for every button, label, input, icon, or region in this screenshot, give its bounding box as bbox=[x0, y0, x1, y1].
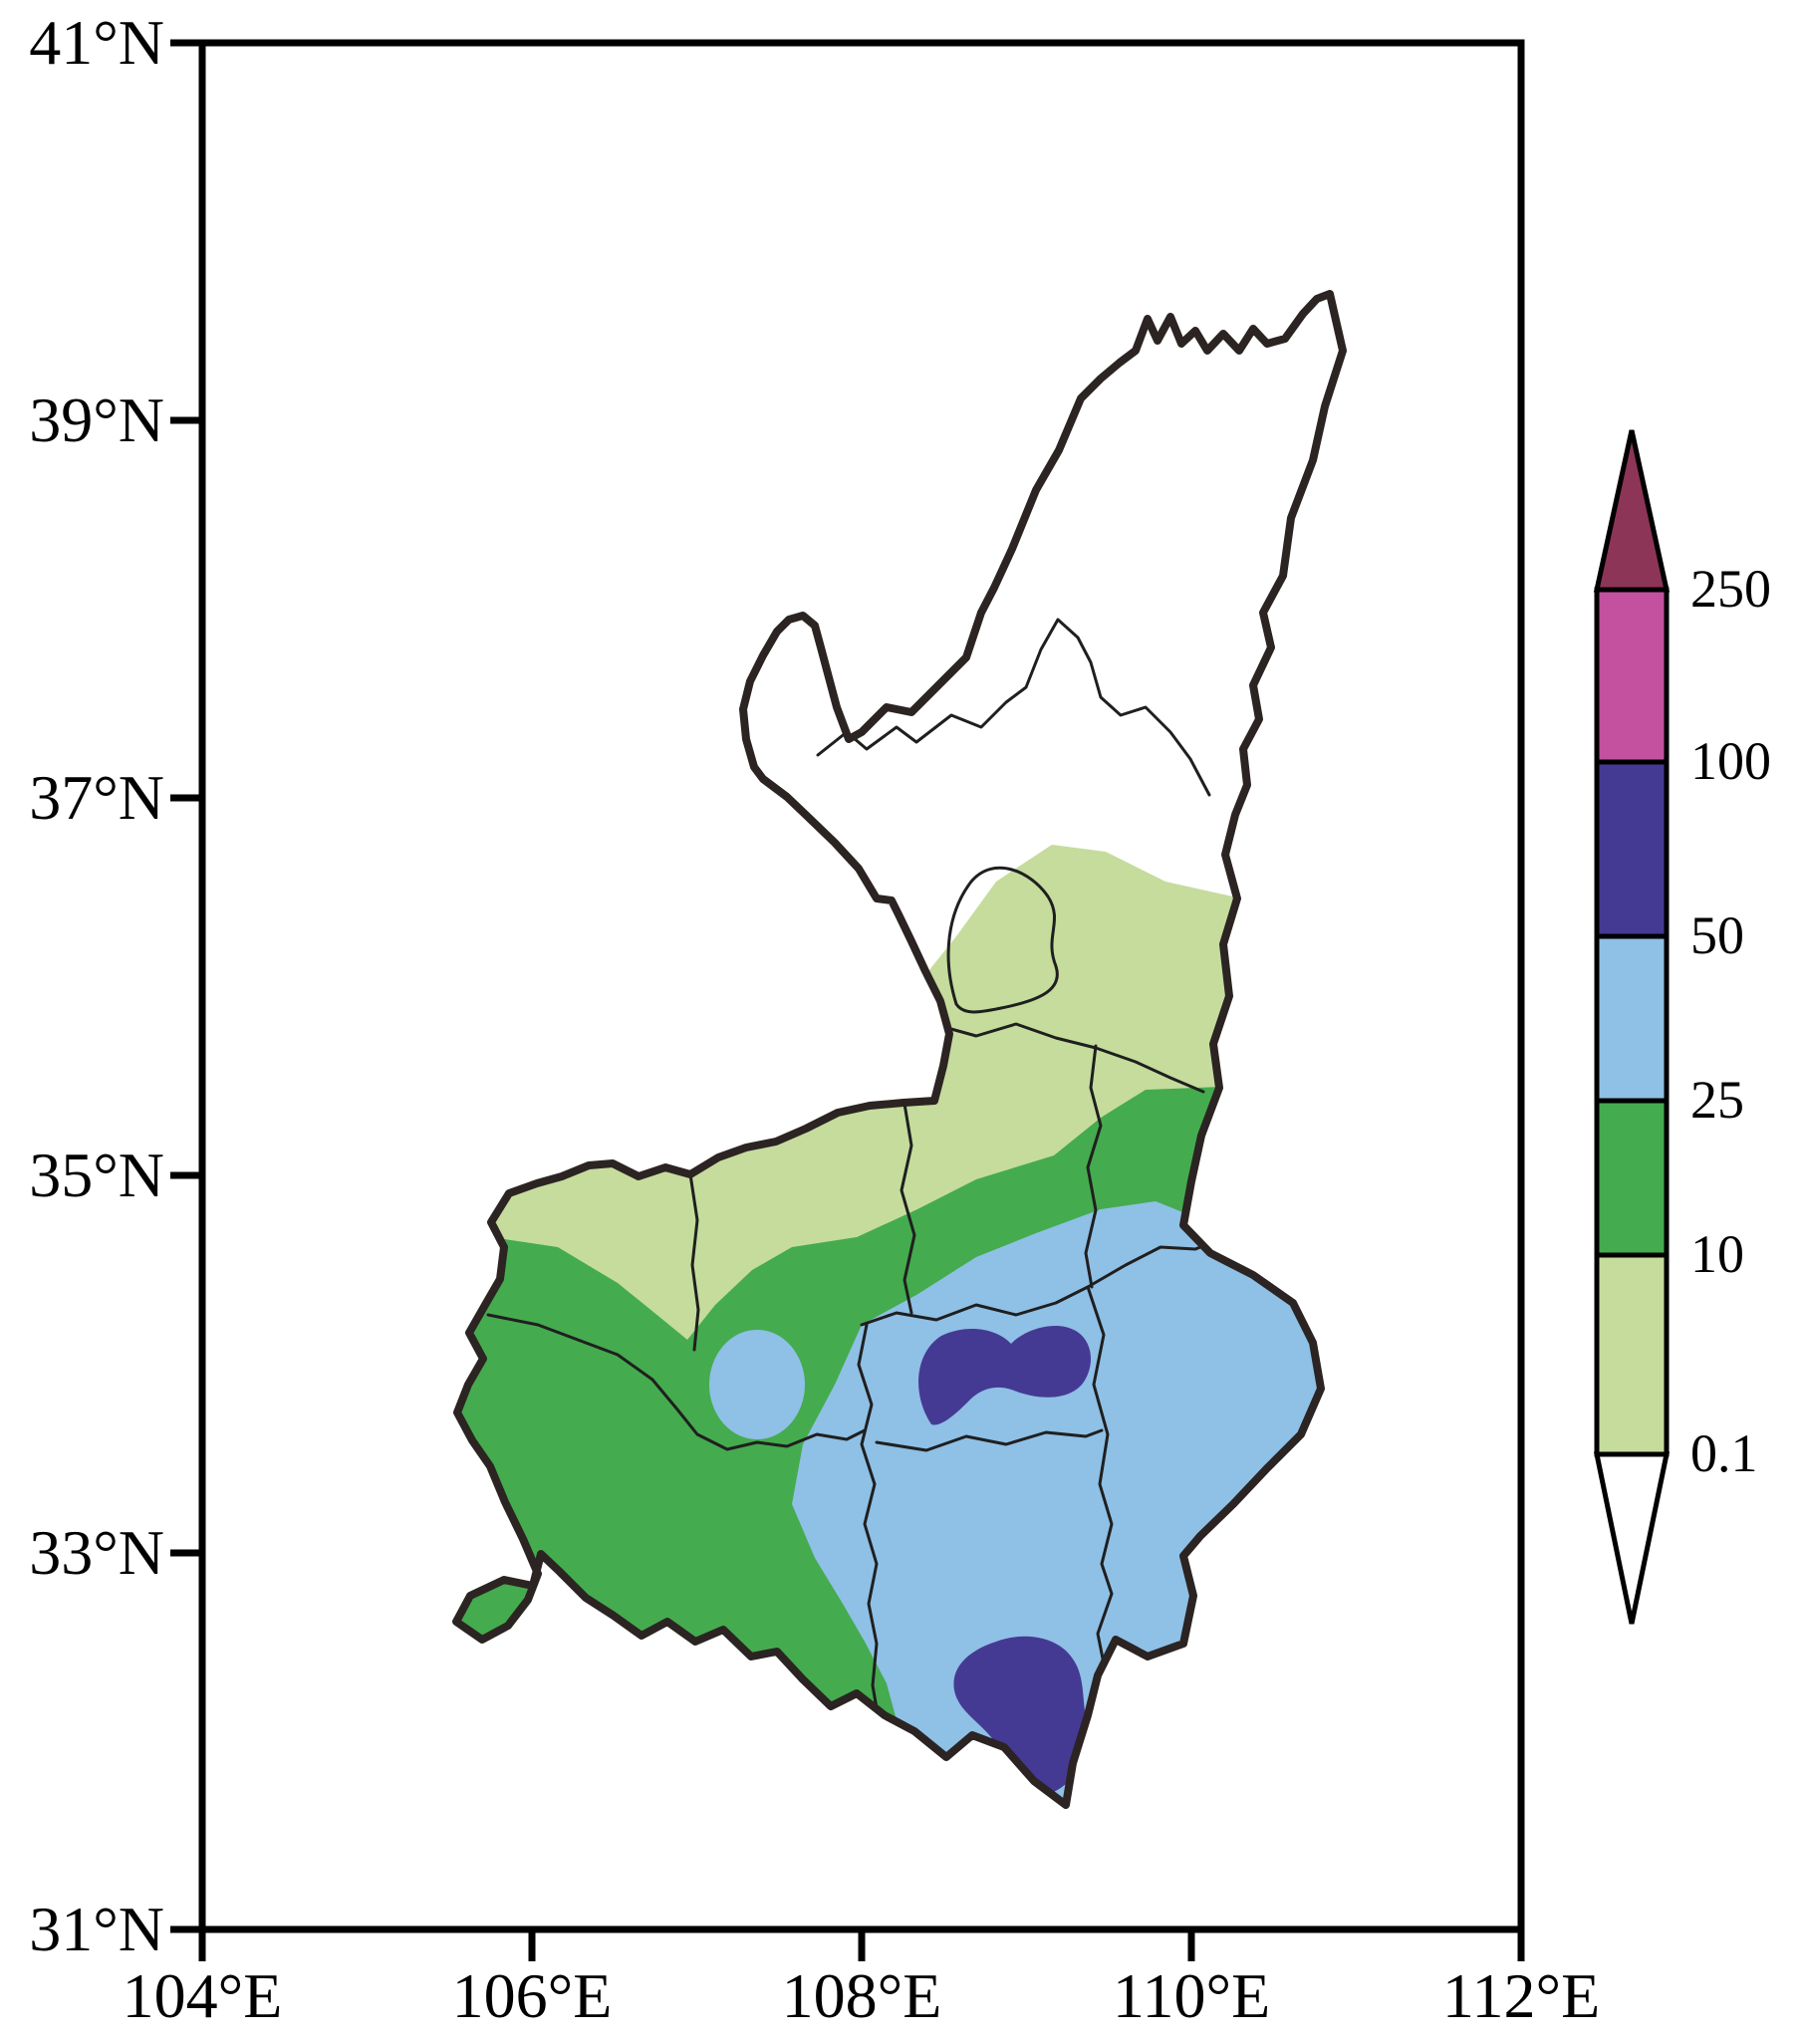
colorbar-label: 10 bbox=[1690, 1224, 1744, 1284]
contour-region-25-50 bbox=[792, 1195, 1343, 1805]
colorbar: 250 100 50 25 10 0.1 bbox=[1593, 429, 1771, 1625]
colorbar-label: 25 bbox=[1690, 1070, 1744, 1130]
district-boundary bbox=[1086, 1285, 1114, 1717]
colorbar-label: 0.1 bbox=[1690, 1423, 1758, 1483]
district-boundary bbox=[900, 1102, 916, 1315]
y-axis-tick-label: 31°N bbox=[29, 1894, 164, 1964]
x-axis-tick-label: 104°E bbox=[123, 1960, 283, 2031]
district-boundary bbox=[857, 1323, 879, 1710]
axis-ticks bbox=[170, 39, 1525, 1961]
contour-pocket-50-100-south bbox=[953, 1636, 1091, 1798]
colorbar-arrow-top bbox=[1593, 429, 1671, 593]
contour-pocket-50-100-central bbox=[918, 1325, 1092, 1425]
x-axis-tick-label: 108°E bbox=[782, 1960, 942, 2031]
colorbar-label: 100 bbox=[1690, 731, 1771, 791]
y-axis-tick-label: 35°N bbox=[29, 1140, 164, 1210]
district-boundary bbox=[946, 866, 1059, 1014]
colorbar-segment-50-100 bbox=[1594, 759, 1670, 939]
y-axis-labels: 41°N 39°N 37°N 35°N 33°N 31°N bbox=[29, 7, 164, 1964]
y-axis-tick-label: 37°N bbox=[29, 762, 164, 833]
x-axis-tick-label: 106°E bbox=[452, 1960, 613, 2031]
y-axis-tick-label: 41°N bbox=[29, 7, 164, 78]
x-axis-tick-label: 112°E bbox=[1442, 1960, 1600, 2031]
colorbar-segment-10-25 bbox=[1594, 1098, 1670, 1258]
district-boundary bbox=[938, 1022, 1205, 1094]
x-axis-tick-label: 110°E bbox=[1113, 1960, 1270, 2031]
colorbar-label: 250 bbox=[1690, 559, 1771, 619]
colorbar-segment-100-250 bbox=[1594, 587, 1670, 765]
colorbar-segment-25-50 bbox=[1594, 933, 1670, 1104]
colorbar-arrow-bottom bbox=[1593, 1451, 1671, 1625]
colorbar-label: 50 bbox=[1690, 905, 1744, 965]
district-boundary bbox=[486, 1313, 867, 1451]
district-boundary bbox=[1084, 1044, 1103, 1289]
x-axis-labels: 104°E 106°E 108°E 110°E 112°E bbox=[123, 1960, 1601, 2031]
colorbar-labels: 250 100 50 25 10 0.1 bbox=[1690, 559, 1771, 1483]
district-boundary bbox=[816, 618, 1211, 797]
y-axis-tick-label: 39°N bbox=[29, 384, 164, 455]
district-boundary bbox=[860, 1285, 1090, 1327]
y-axis-tick-label: 33°N bbox=[29, 1517, 164, 1588]
colorbar-segment-01-10 bbox=[1594, 1252, 1670, 1457]
district-boundary bbox=[688, 1172, 700, 1352]
district-boundary bbox=[875, 1428, 1104, 1452]
contour-pocket-25-50-west bbox=[709, 1330, 805, 1439]
